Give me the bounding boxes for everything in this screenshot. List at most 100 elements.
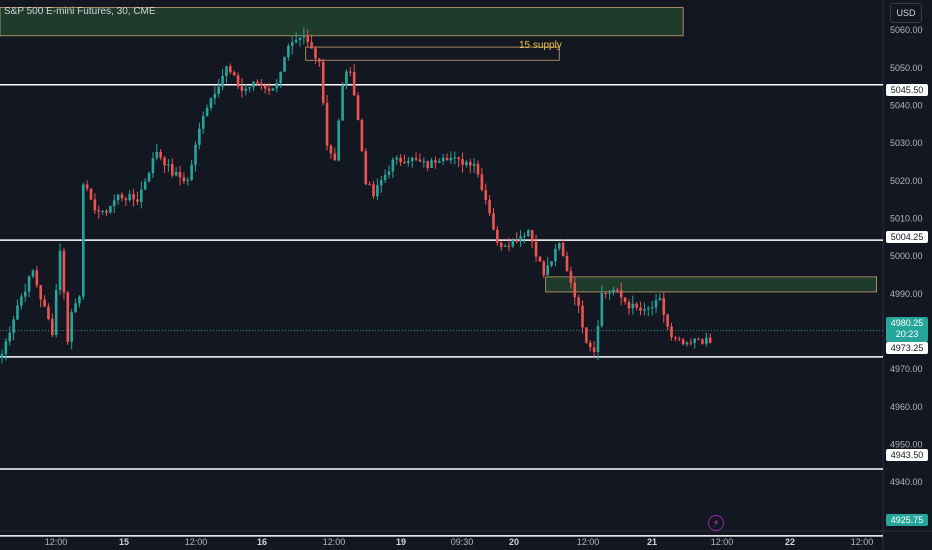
candle-body xyxy=(403,162,406,164)
candle-body xyxy=(140,189,143,202)
candle-body xyxy=(383,174,387,181)
y-tick-label: 5060.00 xyxy=(890,25,923,35)
price-tag-4925: 4925.75 xyxy=(886,514,928,526)
candle-body xyxy=(54,290,58,336)
candle-body xyxy=(550,261,553,266)
candle-body xyxy=(565,255,569,272)
candle-body xyxy=(116,194,120,201)
candle-body xyxy=(97,210,101,212)
candle-body xyxy=(616,289,619,291)
price-tag-5045: 5045.50 xyxy=(886,84,928,96)
y-tick-label: 5020.00 xyxy=(890,176,923,186)
candle-body xyxy=(368,184,371,186)
candle-body xyxy=(650,307,654,309)
x-tick-label: 12:00 xyxy=(577,537,600,547)
candle-body xyxy=(20,296,23,306)
candle-body xyxy=(302,35,306,38)
candle-body xyxy=(511,240,515,247)
x-tick-label: 15 xyxy=(119,537,129,547)
candle-body xyxy=(155,151,159,159)
candle-body xyxy=(681,339,685,345)
candle-body xyxy=(93,199,97,211)
candle-body xyxy=(89,188,93,200)
candle-body xyxy=(85,184,89,189)
candle-body xyxy=(275,83,279,89)
candle-body xyxy=(263,85,267,89)
candle-body xyxy=(0,354,4,358)
candle-body xyxy=(418,159,422,162)
candle-body xyxy=(596,325,600,352)
candle-body xyxy=(507,245,511,247)
candle-body xyxy=(395,157,399,160)
current-price: 4980.25 xyxy=(890,318,924,328)
candle-body xyxy=(217,86,221,94)
candle-body xyxy=(465,162,468,165)
y-tick-label: 5030.00 xyxy=(890,138,923,148)
candle-body xyxy=(167,164,170,166)
candle-body xyxy=(685,342,689,345)
candle-body xyxy=(643,309,646,311)
candle-body xyxy=(352,71,356,96)
candle-body xyxy=(74,303,77,313)
candle-body xyxy=(109,205,112,213)
candle-body xyxy=(588,342,592,348)
candle-body xyxy=(627,302,631,309)
supply-zone-label: 15 supply xyxy=(519,40,562,51)
candle-body xyxy=(379,180,383,186)
candle-body xyxy=(476,163,480,175)
candle-body xyxy=(623,297,627,303)
candle-body xyxy=(4,341,8,355)
x-tick-label: 21 xyxy=(647,537,657,547)
current-price-tag: 4980.25 20:23 xyxy=(886,317,928,342)
candle-body xyxy=(407,161,410,164)
candle-body xyxy=(662,298,666,315)
candle-body xyxy=(205,107,209,117)
candle-body xyxy=(666,314,669,327)
candle-body xyxy=(143,181,147,190)
y-tick-label: 4940.00 xyxy=(890,477,923,487)
candle-body xyxy=(438,161,441,163)
y-tick-label: 4950.00 xyxy=(890,440,923,450)
candle-body xyxy=(480,174,484,191)
candle-body xyxy=(190,164,193,180)
candle-body xyxy=(705,337,708,344)
candle-body xyxy=(600,293,604,326)
candle-body xyxy=(314,48,317,59)
lightning-icon[interactable]: ⚡ xyxy=(708,515,724,531)
candle-body xyxy=(538,256,542,262)
candle-body xyxy=(105,210,108,213)
candle-body xyxy=(519,236,522,242)
candle-body xyxy=(654,300,658,308)
candle-body xyxy=(248,87,251,89)
candle-body xyxy=(182,177,186,182)
candle-body xyxy=(213,93,217,99)
candle-body xyxy=(112,200,116,206)
candle-body xyxy=(677,338,681,340)
candle-body xyxy=(159,151,162,158)
candle-body xyxy=(337,120,340,161)
candle-body xyxy=(101,210,104,212)
candle-body xyxy=(445,157,449,161)
candle-body xyxy=(201,116,205,129)
candle-body xyxy=(646,308,650,310)
candle-body xyxy=(333,153,337,161)
currency-button[interactable]: USD xyxy=(890,3,922,23)
price-tag-4943: 4943.50 xyxy=(886,449,928,461)
candle-body xyxy=(608,292,611,294)
candle-body xyxy=(147,173,151,182)
candle-body xyxy=(360,119,364,152)
candle-body xyxy=(70,312,73,342)
candle-body xyxy=(612,289,615,293)
candle-body xyxy=(674,337,677,339)
candle-body xyxy=(426,161,429,168)
y-tick-label: 5040.00 xyxy=(890,100,923,110)
x-tick-label: 09:30 xyxy=(451,537,474,547)
candle-body xyxy=(240,86,244,91)
candle-body xyxy=(592,347,596,352)
candle-body xyxy=(151,158,155,174)
candle-body xyxy=(356,95,360,120)
candle-body xyxy=(468,162,472,166)
candle-body xyxy=(639,307,642,311)
